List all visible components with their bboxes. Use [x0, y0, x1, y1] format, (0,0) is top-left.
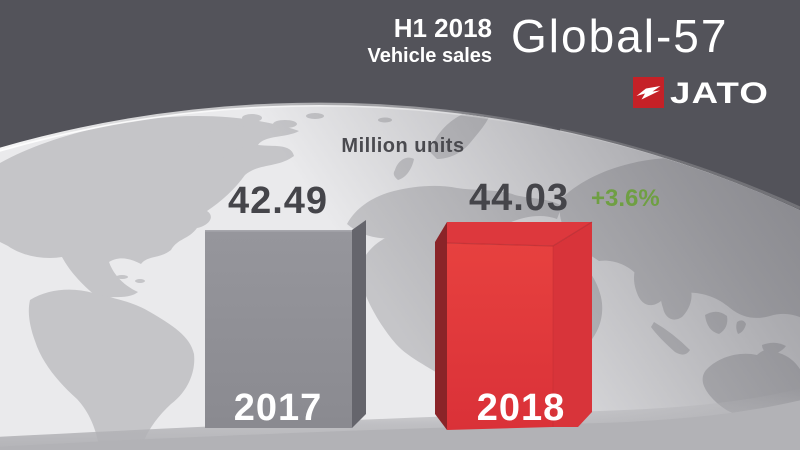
bar-label-2018: 2018: [476, 387, 566, 429]
bar-2018-right-side: [553, 222, 592, 427]
globe-rim-highlight-right: [559, 128, 800, 210]
value-label-2018: 44.03: [468, 177, 570, 219]
jato-bird-icon: [636, 86, 661, 100]
value-label-2017: 42.49: [227, 180, 329, 222]
header-subtitle: Vehicle sales: [367, 45, 492, 67]
bar-2018-top: [447, 222, 592, 246]
jato-logo-text: JATO: [670, 77, 770, 110]
change-badge: +3.6%: [591, 185, 660, 212]
globe-rim-highlight: [0, 102, 561, 152]
bar-2018-left-side: [435, 222, 447, 430]
bar-2017-front: [205, 230, 352, 428]
ground-band: [0, 400, 800, 450]
page-title: Global-57: [511, 10, 729, 62]
bar-2018: [435, 221, 593, 430]
bar-2017-side: [352, 220, 366, 428]
units-label: Million units: [341, 135, 465, 157]
bar-2017: [205, 220, 366, 428]
header-period: H1 2018: [393, 13, 492, 43]
jato-logo: [633, 77, 664, 108]
bar-label-2017: 2017: [233, 387, 323, 429]
bar-2018-front: [447, 243, 553, 430]
bar-2018-bevel-edge: [446, 221, 593, 247]
